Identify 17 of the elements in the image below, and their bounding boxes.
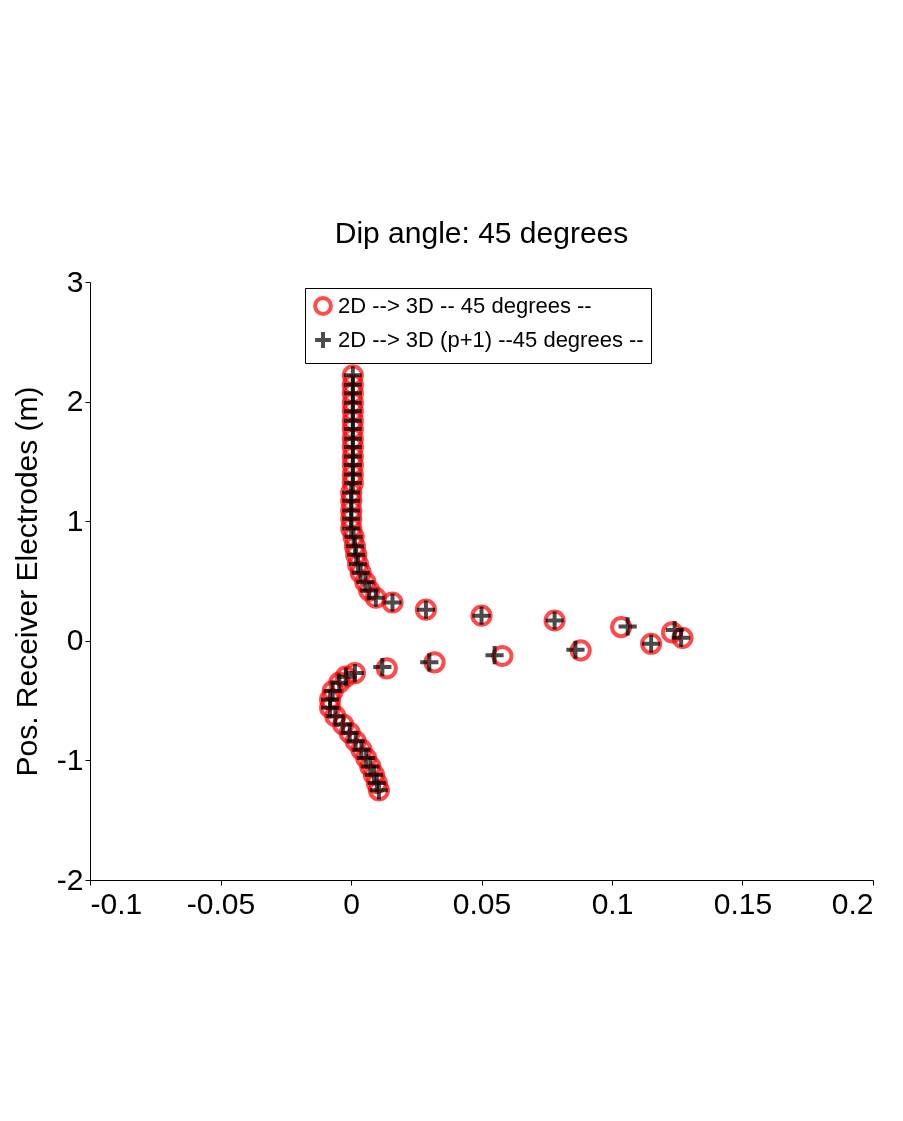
x-tick-label: 0.15	[713, 886, 773, 920]
x-tick-label: -0.05	[186, 886, 256, 920]
chart-title: Dip angle: 45 degrees	[334, 216, 629, 249]
y-tick-label: 2	[66, 384, 84, 418]
x-tick-label: 0.05	[452, 886, 512, 920]
x-tick-label: 0.2	[831, 886, 874, 920]
y-tick-label: -2	[56, 862, 84, 896]
x-tick-label: -0.1	[90, 886, 143, 920]
y-axis-title: Pos. Receiver Electrodes (m)	[9, 386, 43, 777]
legend-label: 2D --> 3D -- 45 degrees --	[338, 293, 592, 318]
y-tick-label: 3	[66, 264, 84, 298]
legend-label: 2D --> 3D (p+1) --45 degrees --	[338, 327, 644, 352]
x-tick-label: 0.1	[591, 886, 634, 920]
x-tick-label: 0	[343, 886, 360, 920]
y-tick-label: 1	[66, 503, 84, 537]
y-tick-label: 0	[66, 623, 84, 657]
y-tick-label: -1	[56, 742, 84, 776]
